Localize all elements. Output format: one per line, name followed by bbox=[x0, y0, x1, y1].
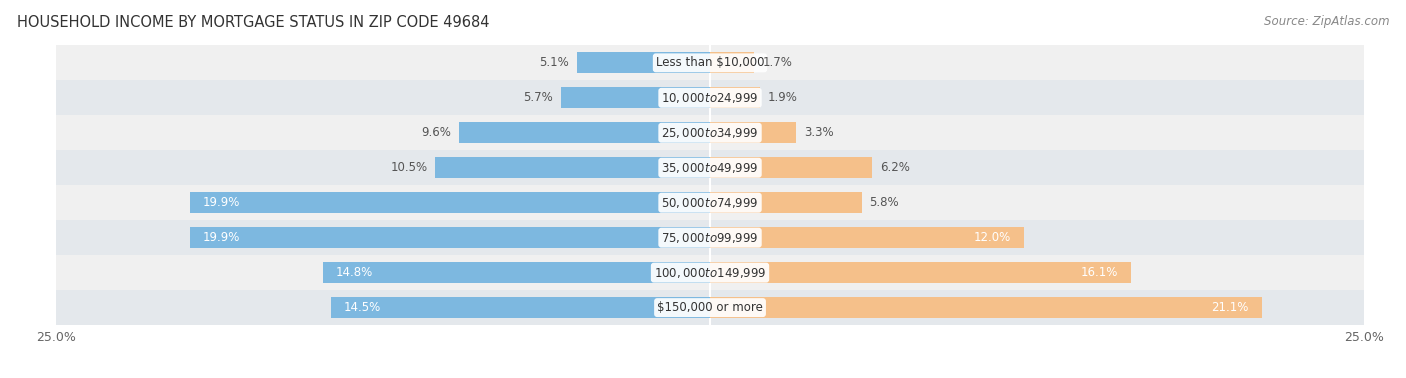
Text: Less than $10,000: Less than $10,000 bbox=[655, 56, 765, 69]
Bar bbox=[710, 227, 1024, 248]
Text: $150,000 or more: $150,000 or more bbox=[657, 301, 763, 314]
Bar bbox=[710, 157, 872, 178]
Bar bbox=[710, 262, 1130, 283]
Text: 19.9%: 19.9% bbox=[202, 231, 240, 244]
Text: HOUSEHOLD INCOME BY MORTGAGE STATUS IN ZIP CODE 49684: HOUSEHOLD INCOME BY MORTGAGE STATUS IN Z… bbox=[17, 15, 489, 30]
Text: Source: ZipAtlas.com: Source: ZipAtlas.com bbox=[1264, 15, 1389, 28]
Bar bbox=[56, 290, 1364, 325]
Bar bbox=[190, 227, 710, 248]
Text: 14.8%: 14.8% bbox=[336, 266, 374, 279]
Bar bbox=[56, 220, 1364, 255]
Text: 3.3%: 3.3% bbox=[804, 126, 834, 139]
Bar bbox=[710, 122, 796, 143]
Text: 14.5%: 14.5% bbox=[344, 301, 381, 314]
Bar bbox=[710, 53, 755, 73]
Bar bbox=[458, 122, 710, 143]
Text: 10.5%: 10.5% bbox=[391, 161, 427, 174]
Text: 5.7%: 5.7% bbox=[523, 91, 553, 104]
Bar bbox=[190, 192, 710, 213]
Text: 5.8%: 5.8% bbox=[869, 196, 900, 209]
Bar bbox=[56, 255, 1364, 290]
Bar bbox=[330, 297, 710, 318]
Bar bbox=[710, 297, 1261, 318]
Bar bbox=[56, 185, 1364, 220]
Text: $100,000 to $149,999: $100,000 to $149,999 bbox=[654, 266, 766, 280]
Bar bbox=[576, 53, 710, 73]
Bar bbox=[323, 262, 710, 283]
Text: $35,000 to $49,999: $35,000 to $49,999 bbox=[661, 161, 759, 175]
Text: 5.1%: 5.1% bbox=[538, 56, 569, 69]
Text: 12.0%: 12.0% bbox=[973, 231, 1011, 244]
Bar bbox=[561, 87, 710, 108]
Text: 6.2%: 6.2% bbox=[880, 161, 910, 174]
Bar bbox=[436, 157, 710, 178]
Text: 1.7%: 1.7% bbox=[762, 56, 792, 69]
Bar bbox=[710, 192, 862, 213]
Text: $50,000 to $74,999: $50,000 to $74,999 bbox=[661, 196, 759, 210]
Text: $10,000 to $24,999: $10,000 to $24,999 bbox=[661, 91, 759, 105]
Bar bbox=[56, 81, 1364, 115]
Text: 9.6%: 9.6% bbox=[422, 126, 451, 139]
Text: $25,000 to $34,999: $25,000 to $34,999 bbox=[661, 126, 759, 140]
Bar bbox=[56, 115, 1364, 150]
Bar bbox=[56, 150, 1364, 185]
Bar bbox=[56, 45, 1364, 81]
Text: 16.1%: 16.1% bbox=[1081, 266, 1118, 279]
Text: 1.9%: 1.9% bbox=[768, 91, 797, 104]
Bar bbox=[710, 87, 759, 108]
Text: 19.9%: 19.9% bbox=[202, 196, 240, 209]
Text: 21.1%: 21.1% bbox=[1212, 301, 1249, 314]
Text: $75,000 to $99,999: $75,000 to $99,999 bbox=[661, 231, 759, 245]
